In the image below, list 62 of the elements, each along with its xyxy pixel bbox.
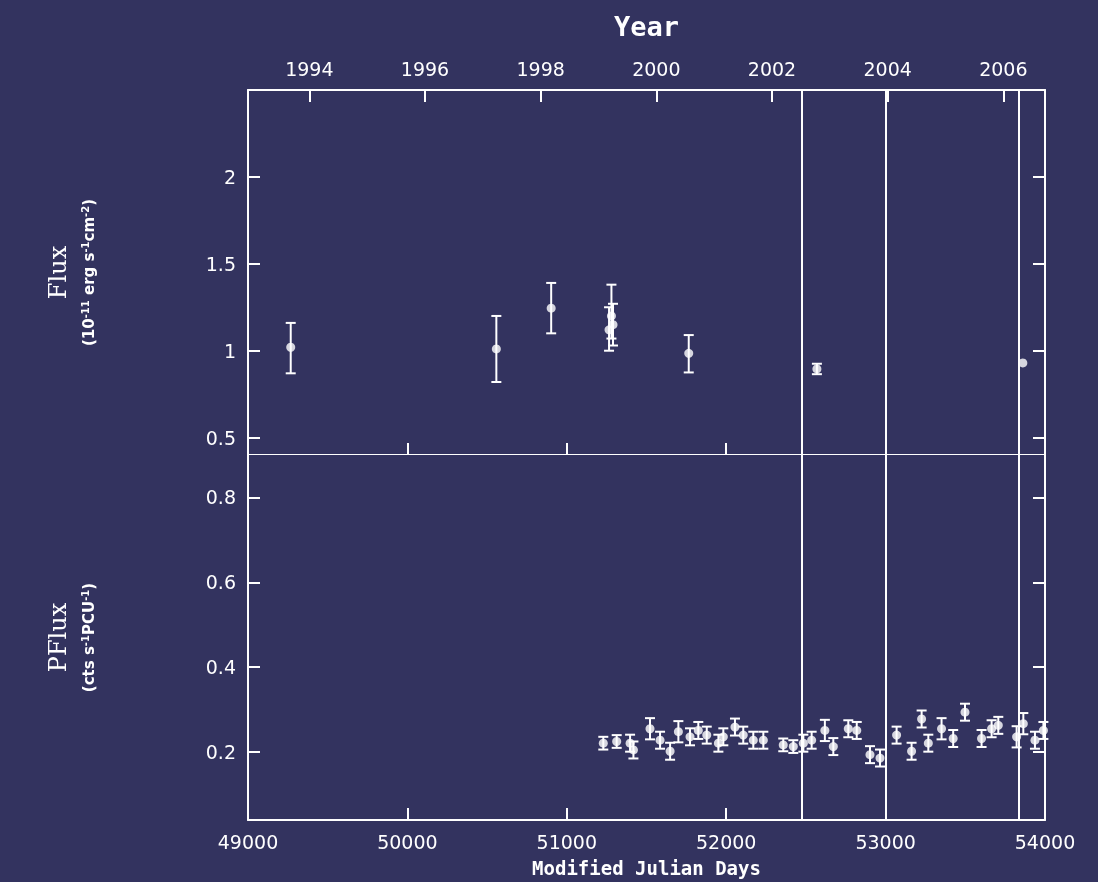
point [977,734,987,744]
point [665,746,675,756]
point [758,735,768,745]
point [987,724,997,734]
point [684,348,694,358]
point [702,730,712,740]
point [628,745,638,755]
point [738,730,748,740]
point [843,724,853,734]
point [807,735,817,745]
x-tick-label: 50000 [377,830,438,853]
point [645,724,655,734]
point [948,734,958,744]
y-tick-label: 0.6 [205,571,236,594]
point [993,720,1003,730]
point [748,735,758,745]
point [718,732,728,742]
x-tick-label: 53000 [855,830,916,853]
point [655,735,665,745]
x2-axis-title: Year [613,11,680,42]
y-tick-label: 2 [223,165,236,188]
x2-tick-label: 2000 [632,57,681,80]
x-tick-label: 54000 [1014,830,1076,853]
point [917,714,927,724]
x-axis-title: Modified Julian Days [532,856,761,879]
point [546,303,556,313]
point [875,753,885,763]
x2-tick-label: 2002 [747,57,797,80]
x2-tick-label: 2004 [863,57,912,80]
x2-tick-label: 1994 [285,57,334,80]
point [685,732,695,742]
point [693,725,703,735]
point [1038,725,1048,735]
point [491,344,501,354]
point [713,738,723,748]
point [937,724,947,734]
point [606,311,616,321]
point [960,707,970,717]
point [865,750,875,760]
x-tick-label: 51000 [536,830,598,853]
point [1030,735,1040,745]
point [892,730,902,740]
y-tick-label: 0.5 [205,426,236,449]
x2-tick-label: 1996 [400,57,450,80]
x-tick-label: 52000 [695,830,757,853]
x2-tick-label: 1998 [516,57,565,80]
y-tick-label: 1.5 [205,252,236,275]
point [828,742,838,752]
x2-tick-label: 2006 [979,57,1028,80]
point [625,738,635,748]
point [923,738,933,748]
point [820,725,830,735]
point [852,725,862,735]
point [907,746,917,756]
y-tick-label: 0.4 [205,656,236,679]
point [730,722,740,732]
point [673,727,683,737]
x-tick-label: 49000 [217,830,279,853]
y-tick-label: 1 [223,339,236,362]
point [286,342,296,352]
y-tick-label: 0.2 [205,741,236,764]
y-tick-label: 0.8 [205,486,236,509]
